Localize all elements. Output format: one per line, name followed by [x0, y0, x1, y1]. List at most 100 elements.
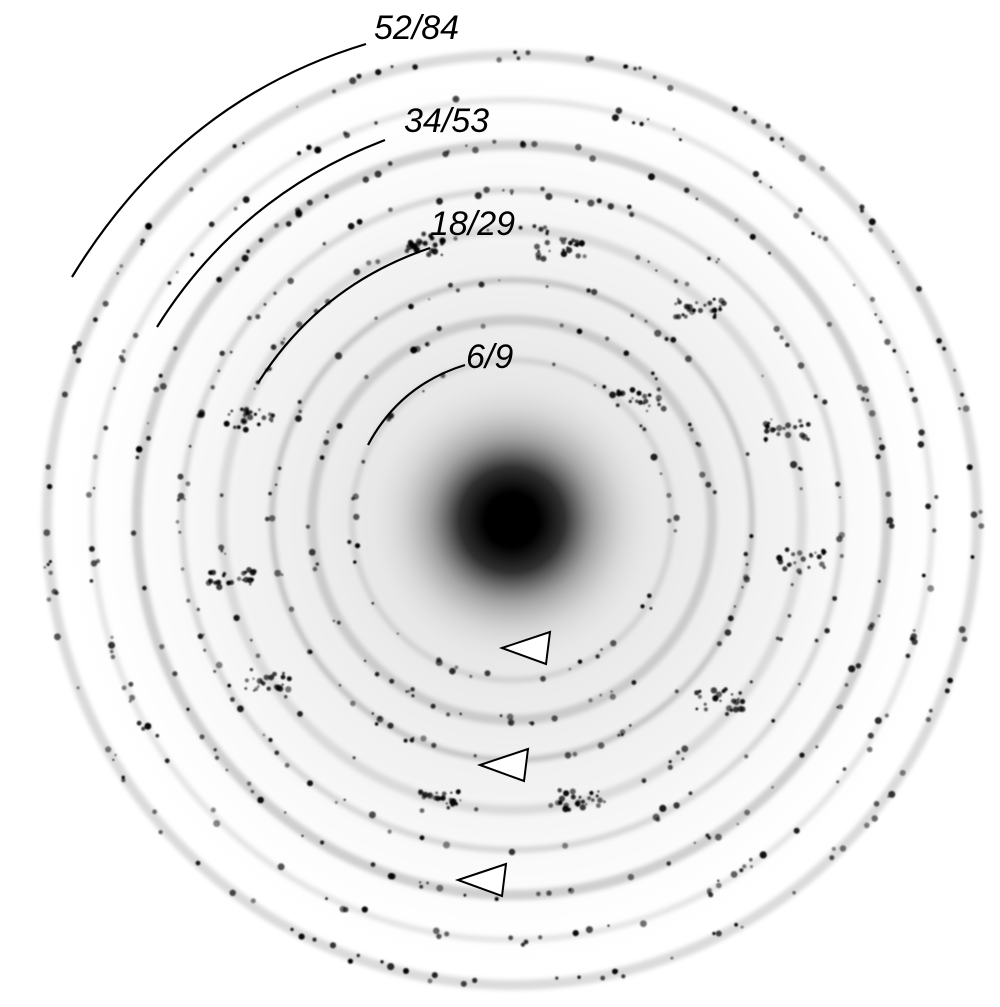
diffraction-spot: [210, 807, 216, 813]
diffraction-spot: [737, 697, 740, 700]
diffraction-spot: [879, 320, 883, 324]
diffraction-spot: [203, 648, 207, 652]
diffraction-spot: [558, 795, 566, 802]
diffraction-spot: [430, 703, 436, 709]
diffraction-spot: [887, 795, 890, 798]
diffraction-spot: [844, 683, 849, 687]
diffraction-spot: [642, 427, 647, 432]
diffraction-spot: [230, 409, 234, 413]
diffraction-spot: [703, 707, 708, 712]
diffraction-spot: [947, 677, 953, 684]
diffraction-spot: [712, 490, 717, 495]
leader-arc: [71, 42, 367, 278]
diffraction-spot: [563, 790, 570, 797]
diffraction-spot: [884, 713, 889, 718]
diffraction-spot: [353, 560, 357, 564]
diffraction-spot: [624, 64, 629, 69]
diffraction-spot: [438, 797, 442, 801]
diffraction-spot: [675, 750, 681, 755]
diffraction-spot: [639, 121, 644, 127]
diffraction-spot: [670, 956, 674, 960]
diffraction-spot: [670, 336, 677, 343]
diffraction-spot: [102, 300, 109, 307]
diffraction-spot: [815, 745, 819, 749]
diffraction-spot: [213, 820, 221, 827]
diffraction-spot: [518, 225, 523, 230]
diffraction-spot: [320, 840, 325, 845]
diffraction-spot: [167, 281, 172, 285]
diffraction-spot: [285, 221, 292, 227]
diffraction-spot: [911, 396, 918, 403]
diffraction-spot: [953, 368, 956, 372]
diffraction-spot: [619, 729, 626, 735]
diffraction-spot: [270, 413, 275, 418]
diffraction-spot: [555, 976, 559, 980]
diffraction-spot: [441, 791, 447, 797]
diffraction-spot: [934, 495, 939, 499]
diffraction-spot: [569, 788, 576, 795]
diffraction-spot: [253, 412, 257, 416]
diffraction-spot: [897, 261, 900, 264]
diffraction-spot: [596, 198, 602, 204]
diffraction-spot: [792, 890, 796, 895]
diffraction-spot: [298, 933, 305, 940]
diffraction-spot: [582, 254, 587, 259]
diffraction-spot: [440, 795, 446, 801]
diffraction-spot: [249, 668, 253, 672]
diffraction-spot: [884, 338, 891, 346]
diffraction-spot: [562, 842, 569, 849]
diffraction-spot: [574, 199, 579, 203]
diffraction-spot: [274, 750, 280, 756]
diffraction-spot: [785, 422, 791, 429]
diffraction-spot: [71, 344, 78, 351]
diffraction-spot: [566, 807, 572, 812]
diffraction-spot: [548, 249, 551, 253]
diffraction-spot: [261, 415, 267, 421]
diffraction-spot: [105, 746, 112, 753]
diffraction-spot: [240, 407, 244, 412]
diffraction-spot: [48, 570, 53, 575]
diffraction-spot: [772, 427, 776, 432]
diffraction-spot: [656, 399, 660, 402]
diffraction-spot: [711, 307, 718, 313]
diffraction-spot: [716, 882, 722, 889]
diffraction-spot: [446, 712, 451, 717]
diffraction-spot: [824, 628, 830, 634]
diffraction-spot: [103, 425, 109, 431]
diffraction-spot: [274, 223, 279, 228]
diffraction-spot: [666, 861, 671, 866]
diffraction-spot: [296, 321, 303, 328]
diffraction-spot: [799, 487, 803, 491]
diffraction-spot: [498, 279, 501, 282]
diffraction-spot: [752, 170, 760, 178]
diffraction-spot: [196, 413, 202, 418]
diffraction-spot: [627, 873, 635, 881]
diffraction-spot: [48, 560, 52, 564]
diffraction-spot: [243, 570, 248, 574]
diffraction-spot: [142, 585, 147, 591]
diffraction-spot: [404, 248, 410, 254]
diffraction-spot: [925, 716, 932, 723]
diffraction-spot: [600, 648, 603, 651]
diffraction-spot: [707, 300, 713, 306]
diffraction-spot: [632, 121, 636, 125]
diffraction-spot: [185, 481, 191, 487]
diffraction-spot: [347, 958, 353, 964]
diffraction-spot: [635, 255, 641, 260]
diffraction-spot: [978, 509, 983, 514]
diffraction-spot: [312, 566, 318, 572]
diffraction-spot: [764, 428, 770, 434]
diffraction-spot: [144, 722, 152, 730]
diffraction-spot: [695, 301, 699, 305]
diffraction-spot: [892, 349, 897, 353]
diffraction-spot: [791, 552, 796, 557]
diffraction-spot: [867, 732, 874, 739]
diffraction-spot: [453, 236, 458, 241]
diffraction-spot: [189, 187, 194, 192]
diffraction-spot: [387, 963, 395, 971]
diffraction-spot: [960, 392, 965, 397]
diffraction-spot: [575, 253, 581, 259]
diffraction-spot: [918, 429, 925, 436]
diffraction-spot: [312, 937, 317, 942]
diffraction-spot: [736, 822, 739, 826]
